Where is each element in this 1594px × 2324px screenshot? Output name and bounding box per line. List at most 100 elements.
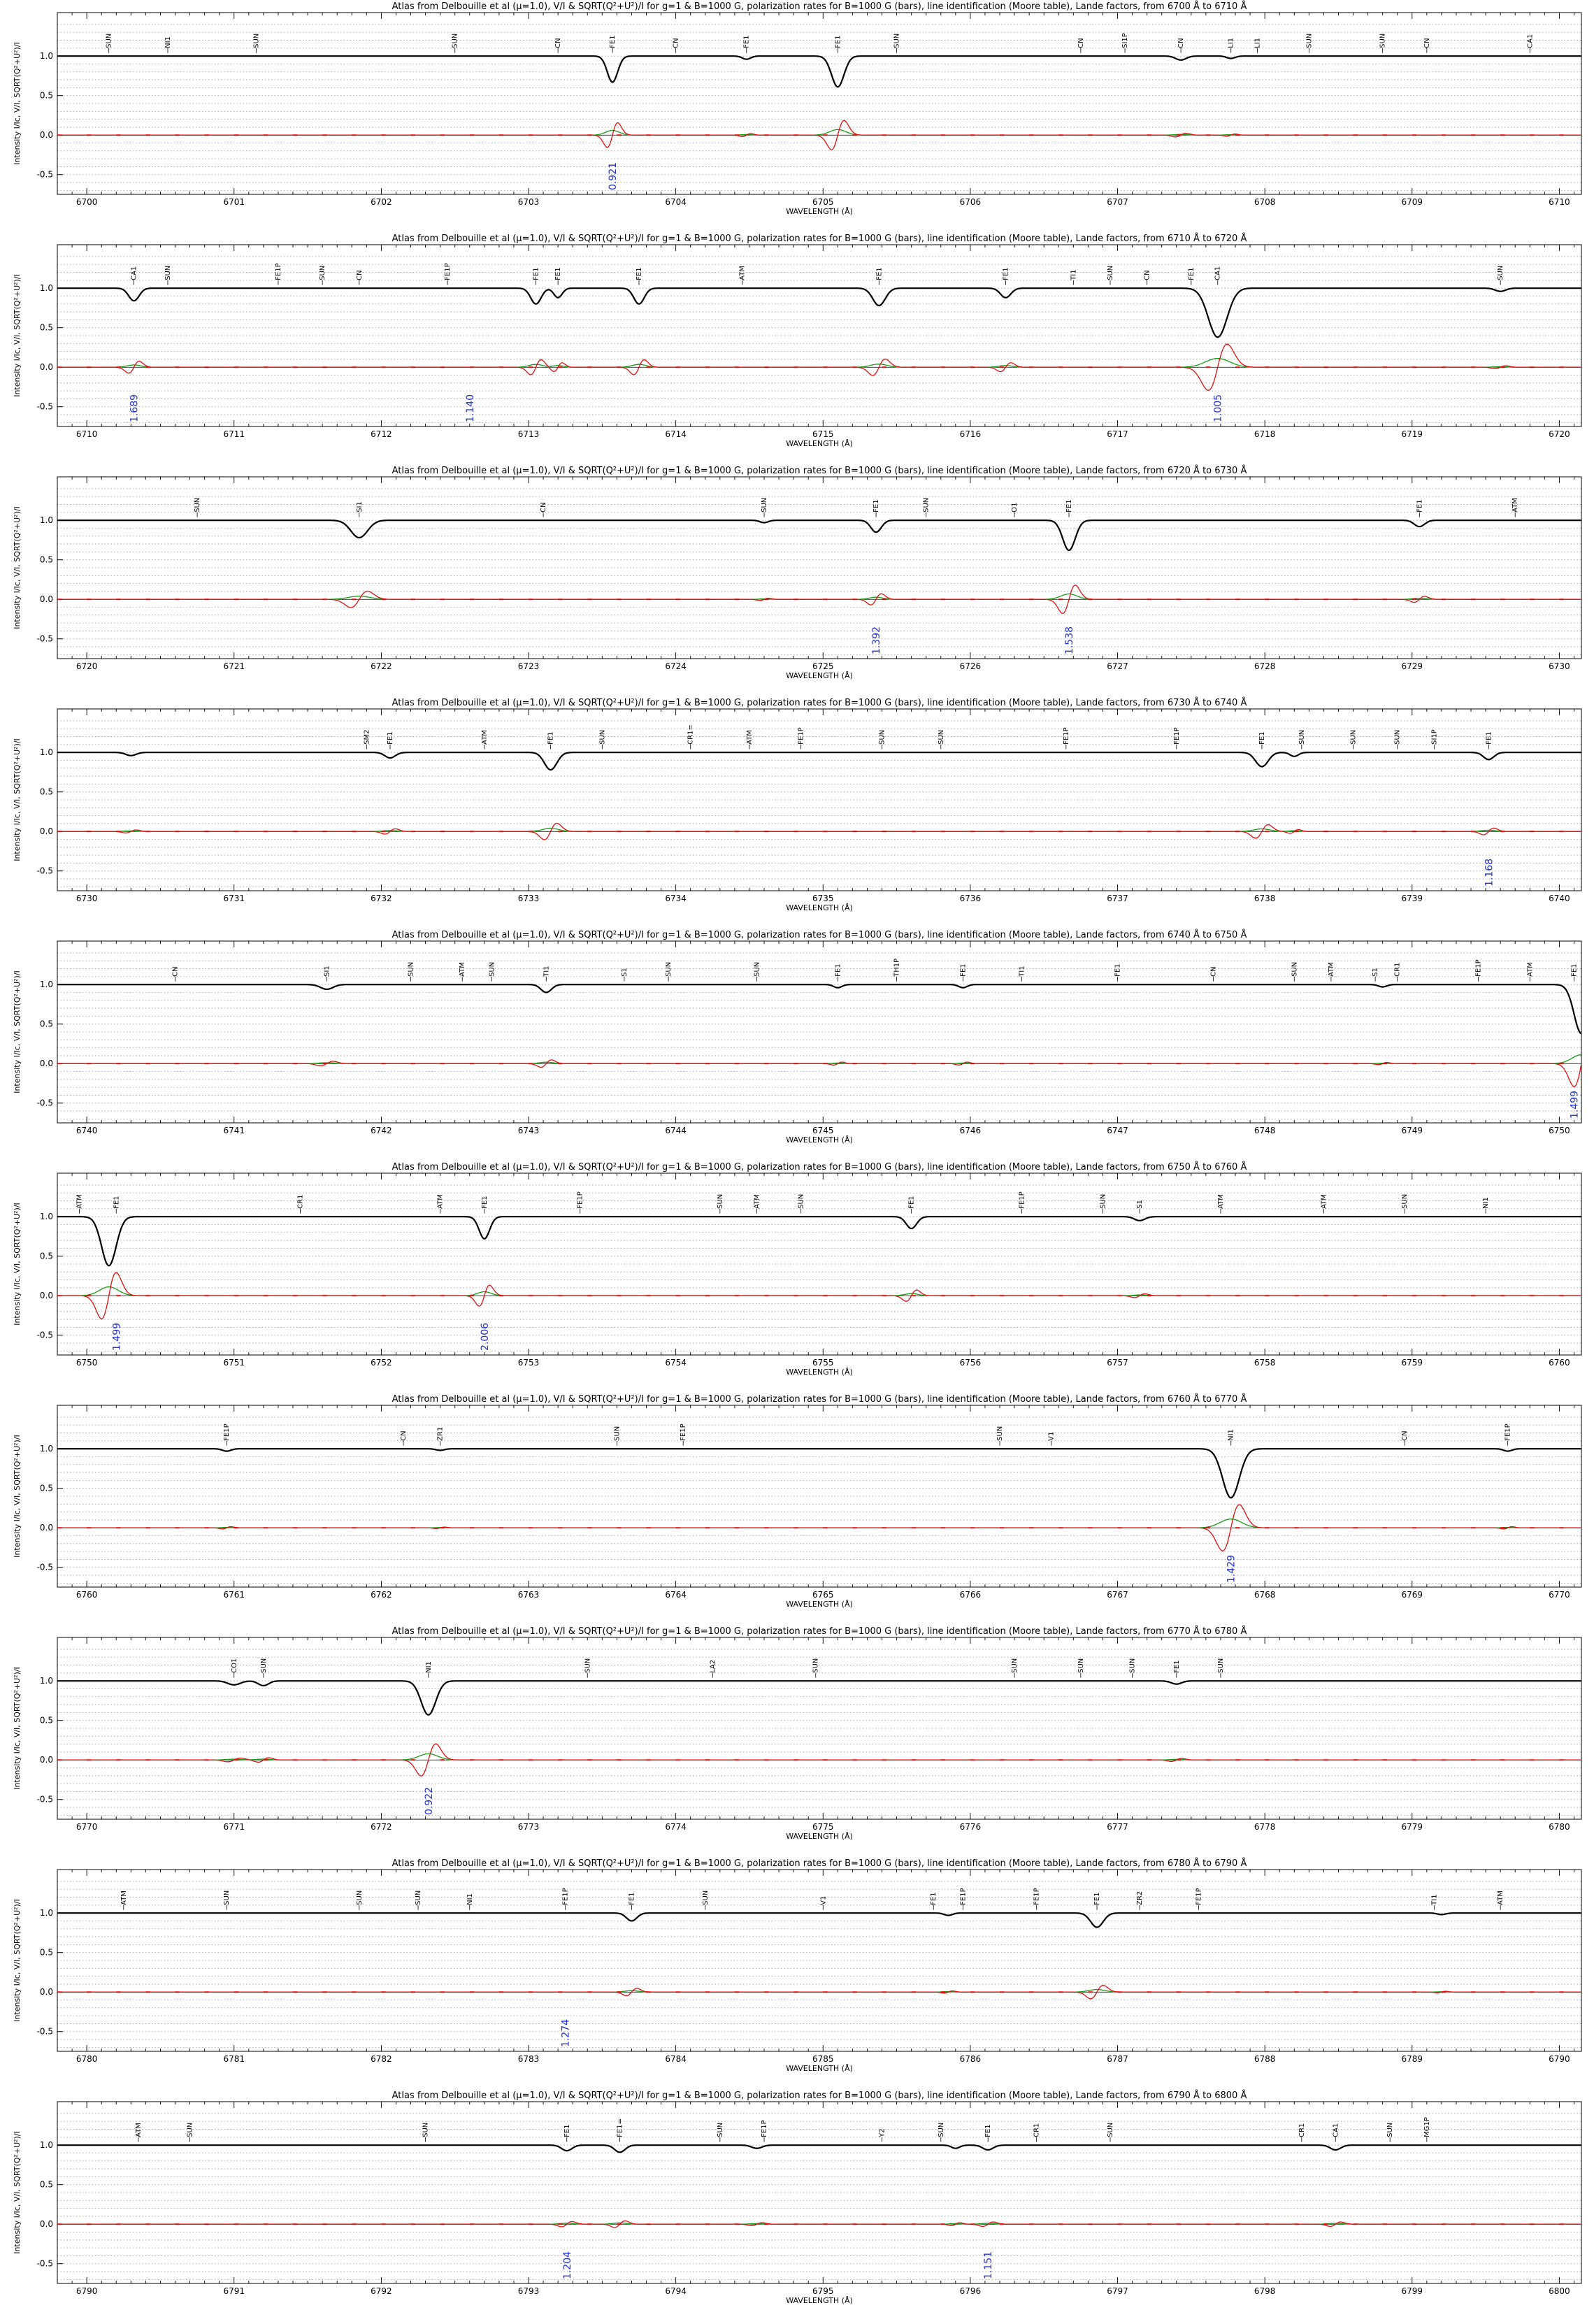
- line-id-label: SUN: [717, 2123, 724, 2137]
- line-id-label: FE1P: [562, 1888, 570, 1905]
- x-tick-label: 6760: [76, 1590, 98, 1600]
- x-tick-label: 6721: [223, 661, 245, 671]
- line-id-label: FE1: [554, 267, 562, 280]
- line-id-label: CN: [1209, 966, 1217, 976]
- x-tick-label: 6773: [518, 1822, 540, 1832]
- x-tick-label: 6701: [223, 197, 245, 207]
- line-id-label: SUN: [893, 34, 901, 48]
- line-id-label: LA2: [709, 1660, 717, 1673]
- x-tick-label: 6708: [1254, 197, 1276, 207]
- line-id-label: FE1P: [275, 263, 282, 280]
- line-id-label: O1: [1011, 503, 1019, 512]
- stokes-v-curve: [57, 584, 1581, 615]
- line-id-label: SI1P: [1430, 729, 1438, 745]
- line-id-label: ATM: [135, 2123, 143, 2137]
- y-tick-label: -0.5: [37, 402, 53, 412]
- x-axis-label: WAVELENGTH (Å): [786, 1135, 853, 1145]
- stokes-v-curve: [57, 343, 1581, 391]
- line-id-label: FE1: [1258, 731, 1266, 744]
- y-tick-label: 0.0: [40, 1987, 53, 1997]
- x-tick-label: 6769: [1402, 1590, 1423, 1600]
- x-tick-label: 6767: [1107, 1590, 1128, 1600]
- line-id-label: SUN: [415, 1891, 422, 1905]
- line-id-label: SUN: [1305, 34, 1313, 48]
- x-tick-label: 6715: [812, 429, 834, 439]
- x-tick-label: 6757: [1107, 1358, 1128, 1368]
- y-tick-label: 0.0: [40, 2219, 53, 2229]
- line-id-label: ATM: [459, 962, 466, 977]
- x-tick-label: 6789: [1402, 2054, 1423, 2064]
- stokes-v-curve: [57, 1504, 1581, 1551]
- x-tick-label: 6712: [371, 429, 392, 439]
- lande-factor-label: 2.006: [480, 1323, 491, 1351]
- stokes-v-curve: [57, 822, 1581, 840]
- line-id-label: CA1: [131, 266, 138, 280]
- x-tick-label: 6754: [665, 1358, 687, 1368]
- y-tick-label: 1.0: [40, 283, 53, 293]
- intensity-profile: [57, 55, 1581, 88]
- x-tick-label: 6762: [371, 1590, 392, 1600]
- line-id-label: ATM: [1526, 962, 1534, 977]
- x-tick-label: 6736: [960, 894, 982, 903]
- line-id-label: LI1: [1254, 38, 1262, 48]
- line-id-label: FE1P: [1195, 1888, 1202, 1905]
- chart-panel-6: Atlas from Delbouille et al (μ=1.0), V/I…: [13, 1161, 1582, 1377]
- line-id-label: SUN: [1386, 2123, 1394, 2137]
- line-id-label: FE1: [609, 35, 617, 48]
- line-id-label: FE1P: [959, 1888, 967, 1905]
- x-axis-label: WAVELENGTH (Å): [786, 1368, 853, 1377]
- intensity-profile: [57, 1680, 1581, 1716]
- x-tick-label: 6732: [371, 894, 392, 903]
- lande-factor-label: 1.689: [129, 394, 141, 422]
- line-id-label: NI1: [425, 1661, 433, 1673]
- x-tick-label: 6720: [76, 661, 98, 671]
- lande-factor-label: 1.140: [465, 394, 476, 422]
- line-id-label: FE1: [628, 1892, 636, 1905]
- line-id-label: CN: [1077, 38, 1085, 48]
- intensity-profile: [57, 2144, 1581, 2153]
- x-tick-label: 6780: [76, 2054, 98, 2064]
- linear-polarization-curve: [57, 1286, 1581, 1296]
- y-tick-label: 0.5: [40, 1484, 53, 1493]
- x-tick-label: 6719: [1402, 429, 1423, 439]
- line-id-label: ATM: [753, 1194, 761, 1209]
- line-id-label: CR1: [1298, 2123, 1306, 2137]
- stokes-v-curve: [57, 2220, 1581, 2228]
- y-tick-label: 0.5: [40, 323, 53, 333]
- line-id-label: CN: [356, 270, 364, 280]
- y-axis-label: Intensity I/Ic, V/I, SQRT(Q²+U²)/I: [13, 738, 22, 861]
- line-id-label: SUN: [252, 34, 260, 48]
- x-tick-label: 6783: [518, 2054, 540, 2064]
- x-tick-label: 6758: [1254, 1358, 1276, 1368]
- plot-frame: [57, 476, 1582, 659]
- line-id-label: FE1: [387, 731, 394, 744]
- lande-factor-label: 1.392: [871, 626, 882, 654]
- y-tick-label: -0.5: [37, 866, 53, 876]
- x-tick-label: 6705: [812, 197, 834, 207]
- x-tick-label: 6793: [518, 2286, 540, 2296]
- line-id-label: ATM: [481, 730, 489, 745]
- x-tick-label: 6772: [371, 1822, 392, 1832]
- x-tick-label: 6710: [1549, 197, 1570, 207]
- y-tick-label: 1.0: [40, 1908, 53, 1918]
- x-tick-label: 6703: [518, 197, 540, 207]
- x-tick-label: 6741: [223, 1126, 245, 1135]
- x-tick-label: 6775: [812, 1822, 834, 1832]
- lande-factor-label: 1.005: [1213, 394, 1224, 422]
- plot-frame: [57, 1637, 1582, 1820]
- panel-title: Atlas from Delbouille et al (μ=1.0), V/I…: [392, 465, 1247, 476]
- x-tick-label: 6713: [518, 429, 540, 439]
- chart-panel-3: Atlas from Delbouille et al (μ=1.0), V/I…: [13, 465, 1582, 680]
- stokes-v-curve: [57, 1059, 1582, 1087]
- line-id-label: SI1P: [1121, 33, 1129, 48]
- line-id-label: ZR2: [1136, 1891, 1144, 1905]
- x-tick-label: 6747: [1107, 1126, 1128, 1135]
- y-tick-label: 1.0: [40, 515, 53, 525]
- y-tick-label: 0.0: [40, 1291, 53, 1300]
- line-id-label: TI1: [1430, 1894, 1438, 1905]
- line-id-label: CN: [1177, 38, 1185, 48]
- line-id-label: ATM: [76, 1194, 84, 1209]
- chart-panel-4: Atlas from Delbouille et al (μ=1.0), V/I…: [13, 697, 1582, 912]
- x-tick-label: 6745: [812, 1126, 834, 1135]
- y-tick-label: 1.0: [40, 1212, 53, 1221]
